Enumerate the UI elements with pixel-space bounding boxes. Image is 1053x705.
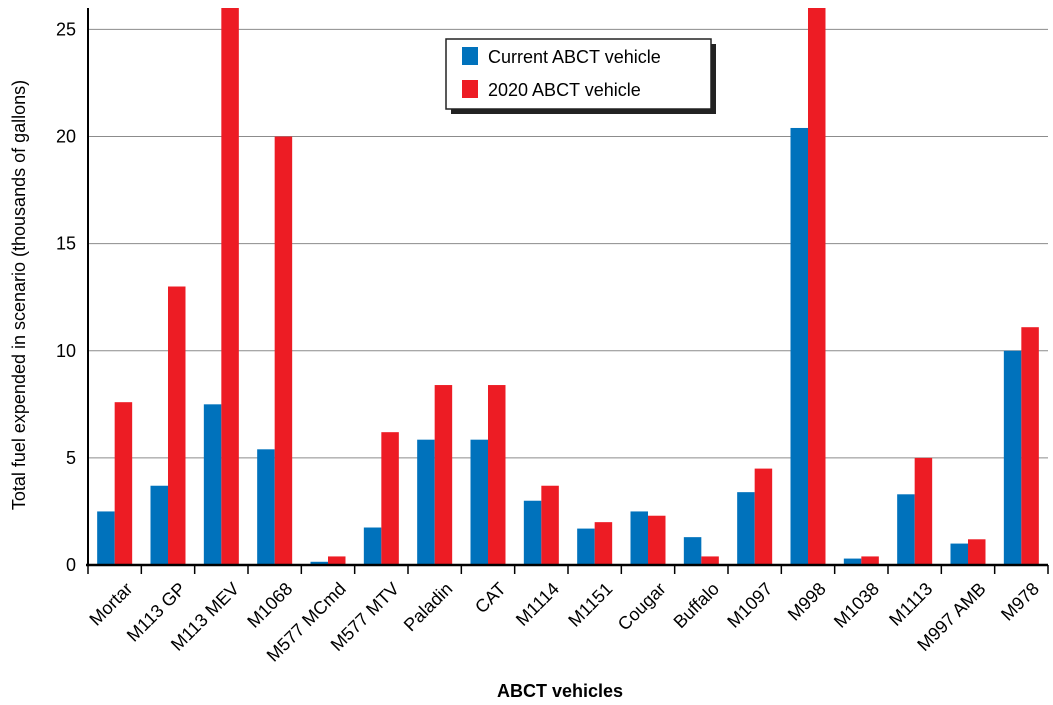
x-tick-label: M998 [784, 579, 830, 625]
x-tick-label: CAT [471, 579, 510, 618]
x-tick-label: M1097 [723, 579, 776, 632]
bar-current-m997-amb [950, 543, 968, 565]
legend-swatch-2020 [462, 80, 478, 98]
x-tick-label: M1068 [243, 579, 296, 632]
legend: Current ABCT vehicle 2020 ABCT vehicle [445, 38, 716, 114]
bar-current-paladin [417, 439, 435, 565]
bar-2020-mortar [114, 402, 133, 565]
x-tick-label: Paladin [400, 579, 457, 636]
bar-current-m113-mev [203, 404, 222, 565]
legend-label-current: Current ABCT vehicle [488, 47, 661, 67]
bar-current-cougar [630, 511, 648, 565]
bar-current-m978 [1003, 350, 1022, 565]
y-tick-label: 20 [56, 127, 76, 147]
y-tick-label: 25 [56, 19, 76, 39]
bar-current-m998 [790, 127, 808, 565]
bar-2020-m1114 [541, 485, 559, 565]
x-tick-label: Mortar [85, 579, 136, 630]
axes [86, 8, 1049, 574]
bar-2020-m1151 [594, 522, 613, 565]
bars [97, 8, 1039, 566]
bar-2020-m113-mev [221, 8, 239, 565]
y-tick-label: 10 [56, 341, 76, 361]
bar-2020-m1097 [754, 468, 773, 565]
bar-2020-m978 [1021, 327, 1039, 565]
x-axis-label: ABCT vehicles [497, 681, 623, 701]
bar-2020-m1068 [274, 136, 293, 566]
bar-current-m113-gp [150, 485, 168, 565]
bar-2020-m998 [808, 8, 826, 565]
x-tick-label: M1113 [885, 579, 936, 630]
bar-current-m1114 [523, 500, 542, 565]
bar-2020-m997-amb [968, 539, 986, 565]
legend-label-2020: 2020 ABCT vehicle [488, 80, 641, 100]
grid-lines [88, 28, 1048, 459]
bar-2020-cougar [648, 515, 666, 565]
x-tick-label: Buffalo [670, 579, 724, 633]
bar-current-cat [470, 439, 488, 565]
bar-current-m1151 [577, 528, 595, 565]
bar-2020-m1113 [914, 457, 933, 565]
y-axis-label: Total fuel expended in scenario (thousan… [9, 80, 29, 510]
bar-2020-m1038 [861, 556, 879, 565]
bar-2020-paladin [434, 385, 453, 565]
x-tick-label: M978 [997, 579, 1043, 625]
bar-2020-m577-mcmd [328, 556, 346, 565]
bar-current-buffalo [683, 537, 702, 565]
x-tick-label: M1114 [512, 579, 563, 630]
bar-current-m577-mtv [363, 527, 382, 565]
bar-2020-cat [488, 385, 506, 565]
bar-current-m577-mcmd [310, 561, 328, 565]
bar-current-m1038 [843, 558, 862, 565]
bar-2020-m577-mtv [381, 432, 399, 565]
bar-current-m1068 [257, 449, 275, 565]
legend-box [445, 38, 712, 110]
legend-swatch-current [462, 47, 478, 65]
bar-current-m1113 [897, 494, 915, 565]
y-tick-label: 5 [66, 448, 76, 468]
x-tick-label: M1151 [564, 579, 616, 631]
bar-2020-m113-gp [168, 286, 186, 565]
bar-current-m1097 [737, 492, 755, 565]
y-tick-label: 0 [66, 555, 76, 575]
y-tick-label: 15 [56, 234, 76, 254]
bar-2020-buffalo [701, 556, 719, 565]
bar-current-mortar [97, 511, 115, 565]
x-tick-label: M1038 [830, 579, 883, 632]
x-tick-label: Cougar [614, 579, 670, 635]
